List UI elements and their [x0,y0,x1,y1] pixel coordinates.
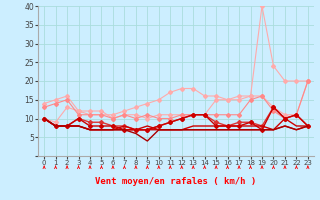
X-axis label: Vent moyen/en rafales ( km/h ): Vent moyen/en rafales ( km/h ) [95,177,257,186]
